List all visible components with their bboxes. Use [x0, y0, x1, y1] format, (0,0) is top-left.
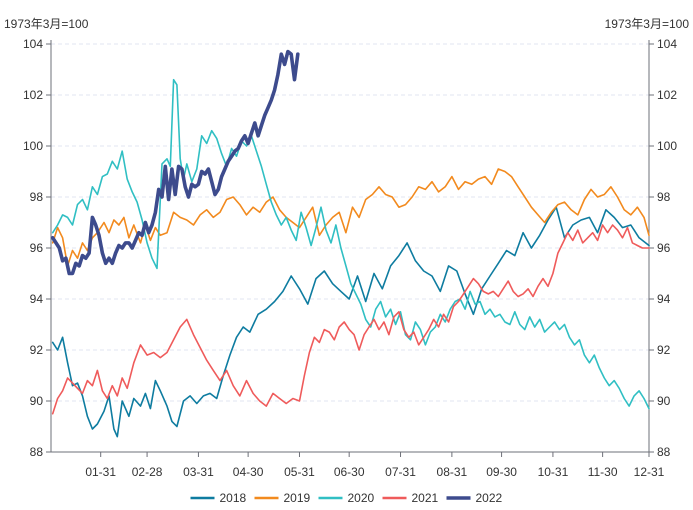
x-tick-label: 07-31: [385, 465, 416, 479]
x-tick-label: 04-30: [233, 465, 264, 479]
grid-lines: [51, 43, 649, 402]
left-y-tick-label: 96: [30, 241, 44, 255]
x-tick-label: 03-31: [183, 465, 214, 479]
right-y-tick-label: 88: [657, 445, 671, 459]
series-line-2020: [51, 78, 650, 410]
series-line-2021: [51, 224, 650, 415]
right-y-tick-label: 94: [657, 292, 671, 306]
legend-label: 2022: [476, 491, 503, 505]
right-y-ticks: 88 90 92 94 96 98 100 102 104: [649, 37, 677, 459]
right-y-tick-label: 98: [657, 190, 671, 204]
series-line-2019: [51, 168, 650, 267]
right-y-tick-label: 104: [657, 37, 677, 51]
x-tick-label: 12-31: [634, 465, 665, 479]
x-tick-label: 10-31: [538, 465, 569, 479]
x-tick-label: 08-31: [437, 465, 468, 479]
axes: [50, 40, 650, 453]
x-tick-label: 09-30: [486, 465, 517, 479]
legend-label: 2019: [284, 491, 311, 505]
right-y-tick-label: 100: [657, 139, 677, 153]
series-line-2018: [51, 206, 650, 438]
left-y-tick-label: 92: [30, 343, 44, 357]
x-tick-label: 01-31: [85, 465, 116, 479]
legend-item-2021[interactable]: 2021: [382, 491, 439, 505]
right-axis-unit-label: 1973年3月=100: [605, 17, 690, 31]
left-axis-unit-label: 1973年3月=100: [4, 17, 89, 31]
legend-label: 2018: [220, 491, 247, 505]
legend-item-2018[interactable]: 2018: [190, 491, 247, 505]
legend-label: 2021: [412, 491, 439, 505]
legend-item-2022[interactable]: 2022: [446, 491, 503, 505]
left-y-tick-label: 94: [30, 292, 44, 306]
left-y-tick-label: 100: [23, 139, 43, 153]
left-y-tick-label: 98: [30, 190, 44, 204]
x-tick-label: 05-31: [284, 465, 315, 479]
series-lines: [50, 49, 650, 438]
right-y-tick-label: 92: [657, 343, 671, 357]
left-y-tick-label: 90: [30, 394, 44, 408]
left-y-ticks: 88 90 92 94 96 98 100 102 104: [23, 37, 51, 459]
x-tick-label: 06-30: [334, 465, 365, 479]
series-line-2022: [50, 49, 300, 276]
legend-label: 2020: [348, 491, 375, 505]
right-y-tick-label: 102: [657, 88, 677, 102]
legend-item-2019[interactable]: 2019: [254, 491, 311, 505]
right-y-tick-label: 90: [657, 394, 671, 408]
x-tick-label: 02-28: [132, 465, 163, 479]
x-ticks: 01-31 02-28 03-31 04-30 05-31 06-30 07-31 08-31…: [85, 452, 665, 479]
right-y-tick-label: 96: [657, 241, 671, 255]
x-tick-label: 11-30: [588, 465, 618, 479]
left-y-tick-label: 88: [30, 445, 44, 459]
legend[interactable]: 2018 2019 2020 2021 2022: [190, 491, 503, 505]
left-y-tick-label: 102: [23, 88, 43, 102]
legend-item-2020[interactable]: 2020: [318, 491, 375, 505]
left-y-tick-label: 104: [23, 37, 43, 51]
